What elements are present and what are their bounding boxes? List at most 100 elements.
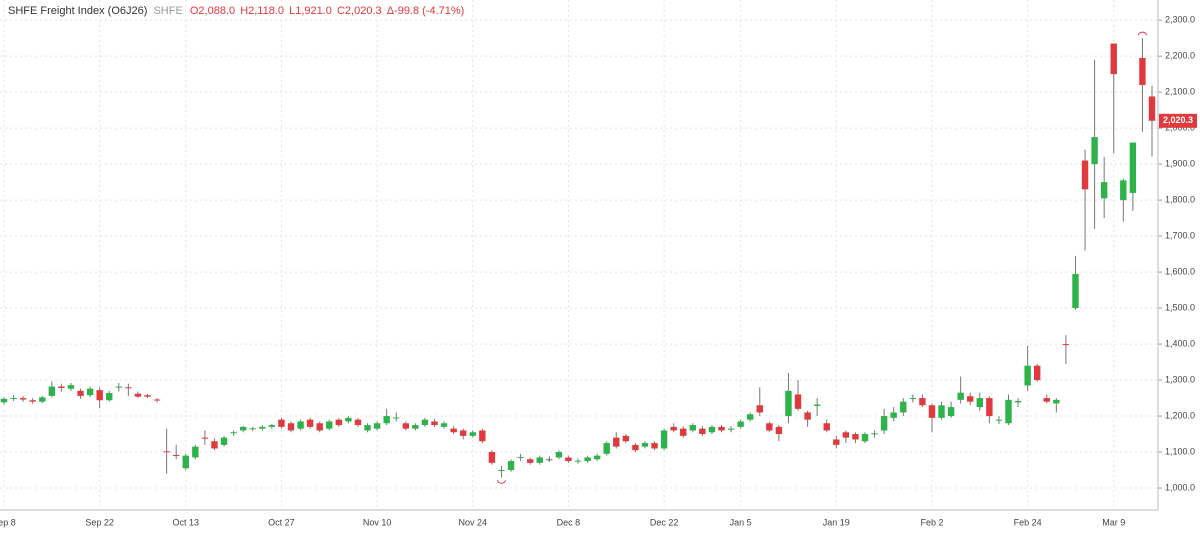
candle-body	[440, 423, 448, 427]
candle-body	[393, 417, 400, 419]
x-tick-label: Dec 8	[557, 517, 581, 527]
candle-body	[1091, 137, 1098, 165]
candle-body	[1100, 182, 1108, 199]
candle-body	[555, 452, 563, 458]
y-tick-label: 1,100.0	[1165, 446, 1195, 456]
candle-body	[852, 434, 859, 440]
candle-body	[412, 425, 419, 429]
candle-body	[48, 386, 56, 396]
candle-body	[0, 398, 8, 403]
x-tick-label: Sep 22	[85, 517, 114, 527]
candle-body	[1120, 180, 1127, 201]
candle-body	[182, 455, 189, 469]
candle-body	[651, 443, 658, 449]
candle-body	[727, 428, 735, 430]
quote-header: SHFE Freight Index (O6J26) SHFE O2,088.0…	[8, 5, 466, 17]
candle-body	[1148, 96, 1156, 121]
candle-body	[58, 386, 65, 388]
quote-value: H2,118.0	[240, 5, 285, 17]
y-tick-label: 1,400.0	[1165, 338, 1195, 348]
candle-body	[192, 446, 199, 458]
candle-body	[833, 439, 840, 445]
x-tick-label: Jan 19	[823, 517, 850, 527]
candle-body	[450, 428, 457, 433]
candle-body	[259, 426, 266, 429]
candle-body	[756, 405, 763, 413]
candle-body	[1043, 398, 1050, 402]
candle-body	[517, 457, 524, 459]
last-price-label: 2,020.3	[1163, 115, 1193, 125]
candle-body	[565, 457, 572, 462]
candle-body	[77, 390, 84, 396]
candle-body	[153, 399, 161, 401]
candle-body	[1062, 344, 1070, 346]
candle-body	[794, 394, 802, 409]
candle-body	[919, 398, 926, 406]
y-tick-label: 1,000.0	[1165, 482, 1195, 492]
candle-body	[660, 430, 668, 449]
x-tick-label: Feb 24	[1014, 517, 1042, 527]
candle-body	[536, 457, 543, 463]
candle-body	[718, 426, 725, 431]
candle-body	[699, 428, 706, 435]
candle-body	[938, 405, 945, 418]
x-tick-label: Mar 9	[1102, 517, 1125, 527]
candle-body	[268, 425, 276, 427]
candle-body	[125, 387, 132, 389]
candle-body	[900, 401, 907, 413]
candle-body	[1014, 400, 1022, 403]
candle-body	[603, 443, 610, 454]
x-tick-label: Nov 24	[459, 517, 488, 527]
candle-body	[546, 459, 553, 461]
candle-body	[574, 460, 582, 462]
x-tick-label: Jan 5	[730, 517, 752, 527]
candle-body	[775, 426, 783, 435]
y-tick-label: 2,300.0	[1165, 15, 1195, 25]
quote-value: O2,088.0	[189, 5, 236, 17]
candle-body	[354, 419, 362, 426]
candle-body	[995, 419, 1003, 421]
candle-body	[220, 437, 228, 445]
candle-body	[747, 414, 754, 420]
low-marker	[496, 480, 506, 484]
candle-body	[507, 461, 515, 471]
candle-body	[1081, 160, 1089, 190]
candle-body	[488, 452, 496, 463]
candle-body	[230, 432, 237, 434]
quote-value: Δ-99.8 (-4.71%)	[386, 5, 465, 17]
candle-body	[364, 425, 371, 431]
candle-body	[1005, 399, 1012, 424]
candle-body	[106, 393, 113, 401]
candle-body	[689, 425, 696, 431]
candle-body	[1072, 273, 1079, 309]
candle-body	[890, 412, 897, 418]
candle-body	[785, 390, 792, 417]
quote-value: C2,020.3	[336, 5, 382, 17]
candle-body	[383, 416, 390, 424]
candle-body	[1024, 365, 1031, 386]
candle-body	[1053, 399, 1060, 404]
x-tick-label: Sep 8	[0, 517, 16, 527]
y-tick-label: 2,200.0	[1165, 51, 1195, 61]
y-tick-label: 1,300.0	[1165, 374, 1195, 384]
x-tick-label: Feb 2	[920, 517, 943, 527]
candle-body	[947, 407, 955, 417]
candle-body	[345, 417, 352, 422]
candle-body	[976, 398, 983, 408]
candle-body	[278, 419, 285, 427]
y-tick-label: 1,800.0	[1165, 194, 1195, 204]
candle-body	[173, 454, 180, 456]
candle-body	[823, 423, 830, 431]
candle-body	[593, 455, 601, 460]
last-price-tag	[1159, 113, 1197, 128]
candle-body	[737, 421, 744, 427]
candle-body	[39, 397, 46, 402]
x-tick-label: Oct 13	[173, 517, 200, 527]
candle-body	[10, 398, 17, 400]
candle-body	[1110, 43, 1117, 75]
candle-body	[613, 437, 620, 447]
candle-body	[297, 421, 304, 429]
candle-body	[163, 451, 170, 453]
candle-body	[239, 426, 247, 431]
candle-body	[670, 426, 677, 431]
